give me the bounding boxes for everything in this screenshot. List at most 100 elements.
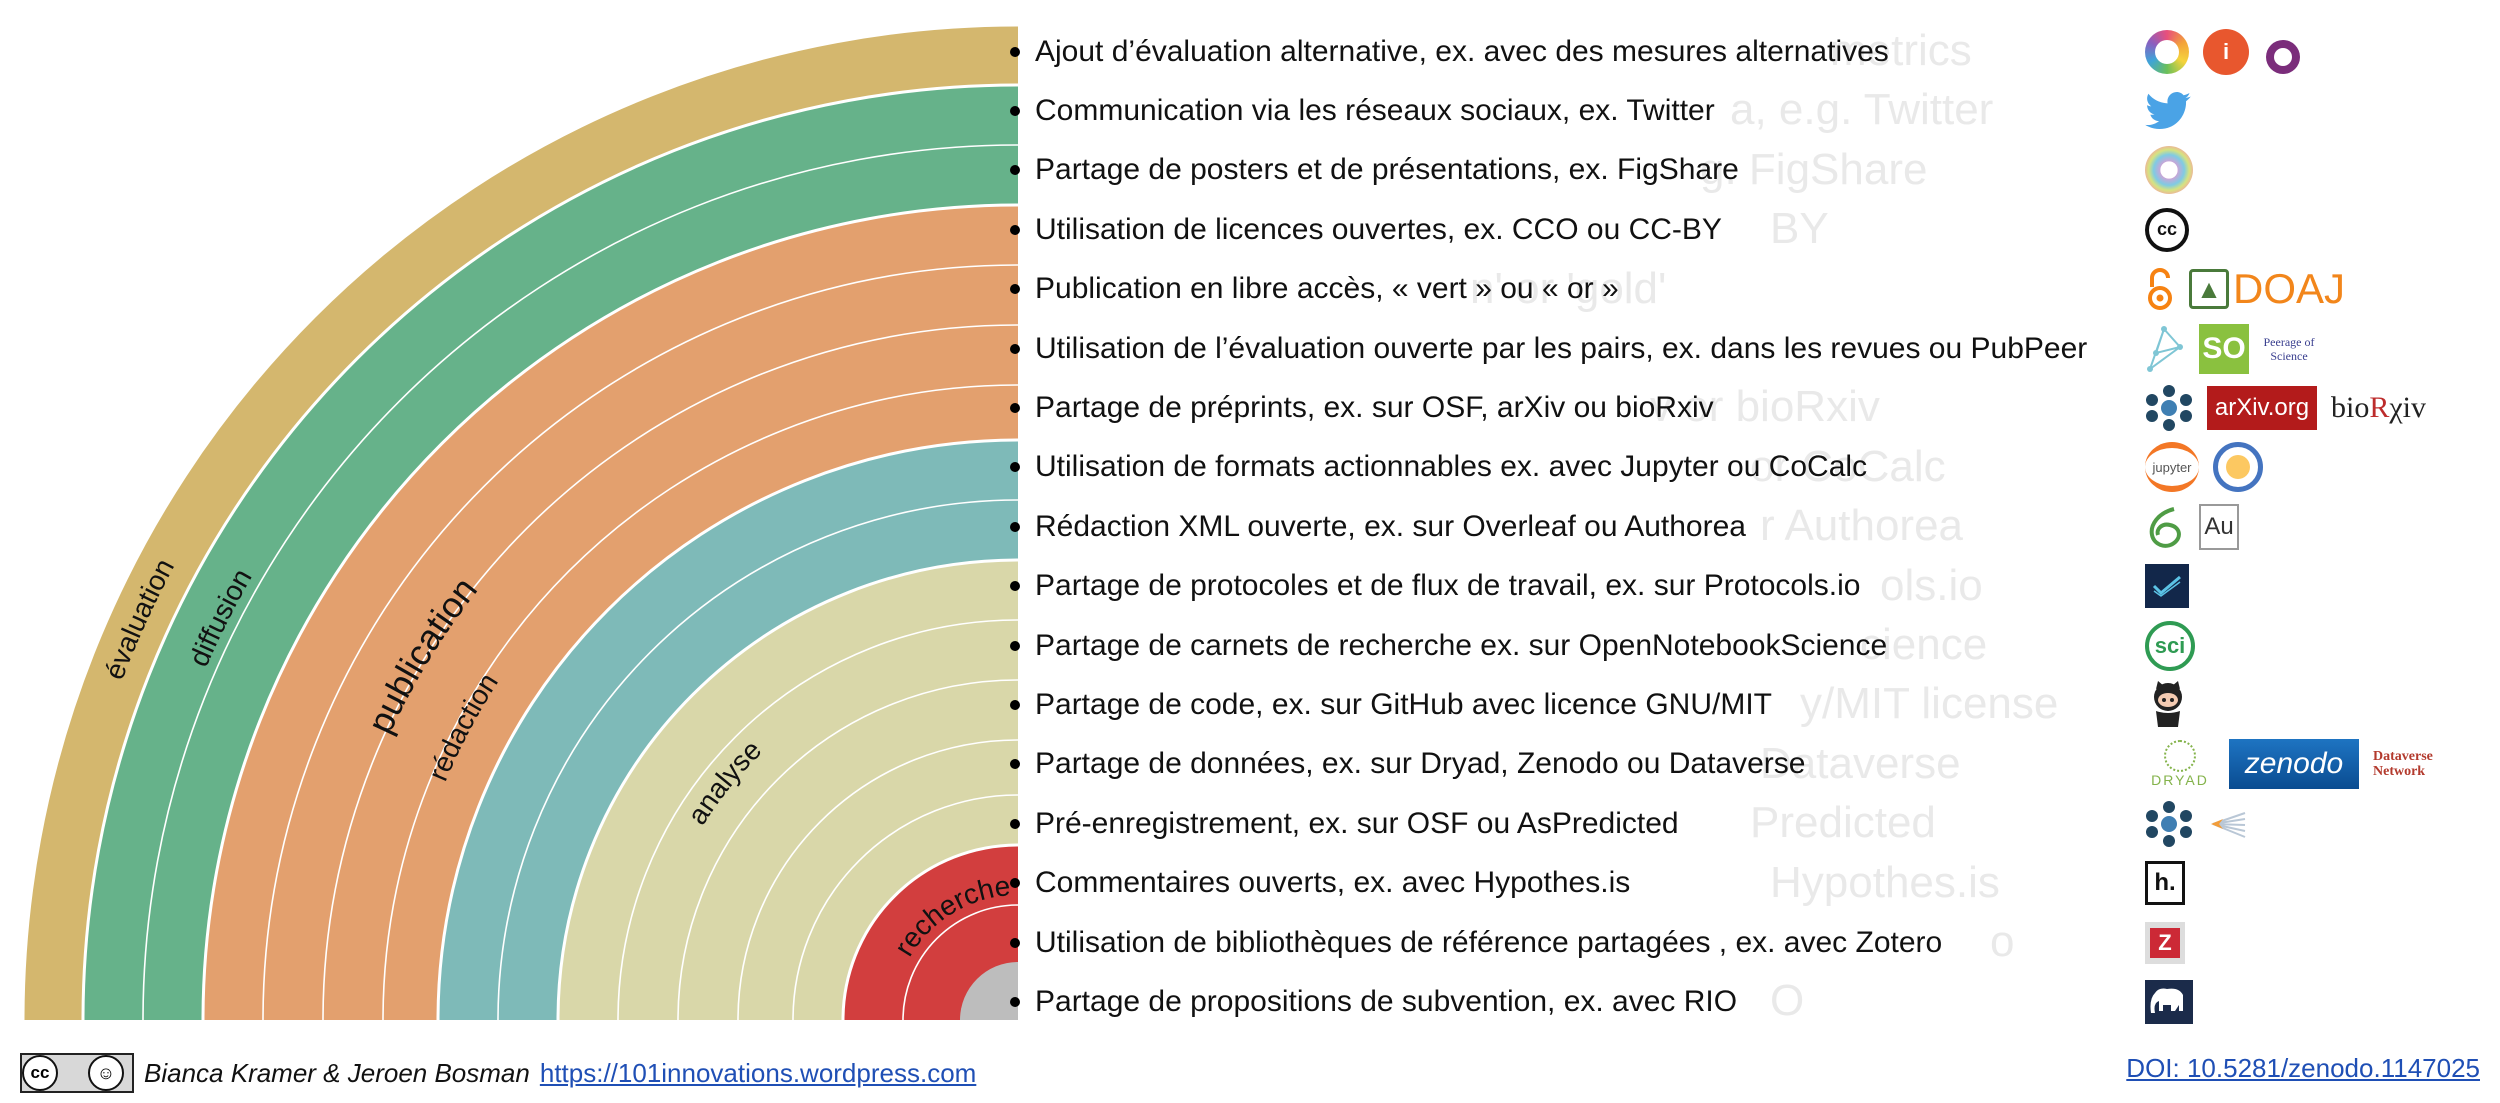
list-item-text: Partage de propositions de subvention, e… bbox=[1035, 984, 1738, 1018]
bullet-dot bbox=[1010, 818, 1020, 829]
zotero-icon: Z bbox=[2145, 921, 2185, 964]
twitter-icon bbox=[2145, 91, 2191, 131]
plumx-icon bbox=[2263, 29, 2303, 75]
ghost-text: g. FigShare bbox=[1700, 144, 1928, 194]
list-item: Partage de carnets de recherche ex. sur … bbox=[1010, 616, 2265, 675]
bullet-dot bbox=[1010, 284, 1020, 295]
list-item-logos bbox=[2145, 794, 2485, 853]
ring-dividers bbox=[21, 23, 1019, 1021]
list-item: Utilisation de licences ouvertes, ex. CC… bbox=[1010, 200, 2265, 259]
list-item-logos bbox=[2145, 81, 2485, 140]
cc-by-license-badge: cc ☺ bbox=[20, 1053, 134, 1093]
divider-arc bbox=[142, 144, 1019, 1021]
hypothesis-icon: h. bbox=[2145, 861, 2185, 906]
arxiv-logo: arXiv.org bbox=[2207, 385, 2317, 430]
divider-arc bbox=[792, 794, 1019, 1021]
aspredicted-icon bbox=[2207, 802, 2251, 846]
list-item-text: Publication en libre accès, « vert » ou … bbox=[1035, 272, 1619, 306]
list-item: Publication en libre accès, « vert » ou … bbox=[1010, 260, 2265, 319]
list-item-text: Utilisation de bibliothèques de référenc… bbox=[1035, 925, 1943, 959]
divider-arc bbox=[81, 83, 1019, 1021]
ring-recherche bbox=[843, 845, 1018, 1020]
github-octocat-icon bbox=[2145, 680, 2191, 730]
bullet-dot bbox=[1010, 937, 1020, 948]
ghost-text: n' or 'gold' bbox=[1470, 263, 1667, 313]
jupyter-icon: jupyter bbox=[2145, 442, 2199, 493]
list-item-logos: ▲ DOAJ bbox=[2145, 260, 2485, 319]
cc-icon: cc bbox=[22, 1055, 58, 1091]
doi-link[interactable]: DOI: 10.5281/zenodo.1147025 bbox=[2126, 1053, 2480, 1083]
list-item-text: Utilisation de licences ouvertes, ex. CC… bbox=[1035, 212, 1722, 246]
ghost-text: a, e.g. Twitter bbox=[1730, 85, 1994, 135]
list-item-text: Ajout d’évaluation alternative, ex. avec… bbox=[1035, 34, 1889, 68]
list-item-logos bbox=[2145, 675, 2485, 734]
list-item: Commentaires ouverts, ex. avec Hypothes.… bbox=[1010, 854, 2265, 913]
list-item-text: Partage de préprints, ex. sur OSF, arXiv… bbox=[1035, 390, 1714, 424]
list-item-logos: Au bbox=[2145, 497, 2485, 556]
list-item-logos: cc bbox=[2145, 200, 2485, 259]
list-item-text: Partage de code, ex. sur GitHub avec lic… bbox=[1035, 687, 1772, 721]
list-item-logos: Z bbox=[2145, 913, 2485, 972]
figshare-icon bbox=[2145, 146, 2193, 195]
divider-arc bbox=[436, 438, 1019, 1021]
footer-authors: Bianca Kramer & Jeroen Bosman bbox=[144, 1057, 530, 1088]
impactstory-icon: i bbox=[2203, 28, 2249, 75]
altmetric-icon bbox=[2145, 29, 2189, 74]
divider-arc bbox=[322, 324, 1019, 1021]
ghost-text: o bbox=[1990, 917, 2015, 966]
bullet-dot bbox=[1010, 878, 1020, 889]
divider-arc bbox=[262, 264, 1019, 1021]
ghost-text: BY bbox=[1770, 204, 1829, 254]
ghost-text: y/MIT license bbox=[1800, 679, 2059, 729]
list-item-text: Communication via les réseaux sociaux, e… bbox=[1035, 93, 1715, 127]
divider-arc bbox=[382, 384, 1019, 1021]
list-item-logos bbox=[2145, 557, 2485, 616]
divider-arc bbox=[497, 499, 1019, 1021]
bullet-dot bbox=[1010, 521, 1020, 532]
by-person-icon: ☺ bbox=[88, 1055, 124, 1091]
ghost-text: or CoCalc bbox=[1750, 441, 1946, 491]
bullet-dot bbox=[1010, 224, 1020, 235]
list-item-text: Partage de protocoles et de flux de trav… bbox=[1035, 569, 1861, 603]
list-item: Ajout d’évaluation alternative, ex. avec… bbox=[1010, 22, 2265, 81]
footer-url-link[interactable]: https://101innovations.wordpress.com bbox=[539, 1057, 977, 1088]
list-item-logos bbox=[2145, 972, 2485, 1031]
list-item-logos: SO Peerage of Science bbox=[2145, 319, 2485, 378]
list-item-text: Partage de posters et de présentations, … bbox=[1035, 153, 1739, 187]
zenodo-logo: zenodo bbox=[2229, 739, 2359, 790]
list-item: Partage de données, ex. sur Dryad, Zenod… bbox=[1010, 735, 2265, 794]
creative-commons-icon: cc bbox=[2145, 207, 2189, 252]
ghost-text: r Authorea bbox=[1760, 501, 1964, 551]
divider-arc bbox=[841, 843, 1019, 1021]
divider-arc bbox=[556, 558, 1019, 1021]
rio-journal-icon bbox=[2145, 979, 2193, 1024]
list-item-logos: sci bbox=[2145, 616, 2485, 675]
ghost-text: cience bbox=[1860, 620, 1988, 669]
ghost-text: Predicted bbox=[1750, 798, 1936, 848]
list-item-text: Partage de carnets de recherche ex. sur … bbox=[1035, 628, 1888, 662]
footer-right: DOI: 10.5281/zenodo.1147025 bbox=[2126, 1053, 2480, 1084]
dryad-logo: DRYAD bbox=[2145, 736, 2215, 792]
doaj-logo: ▲ DOAJ bbox=[2189, 265, 2345, 312]
bullet-dot bbox=[1010, 343, 1020, 354]
divider-arc bbox=[737, 739, 1019, 1021]
list-item-text: Pré-enregistrement, ex. sur OSF ou AsPre… bbox=[1035, 806, 1679, 840]
list-item: Rédaction XML ouverte, ex. sur Overleaf … bbox=[1010, 497, 2265, 556]
ghost-text: v or bioRxiv bbox=[1650, 382, 1880, 432]
bullet-dot bbox=[1010, 699, 1020, 710]
list-item: Partage de préprints, ex. sur OSF, arXiv… bbox=[1010, 378, 2265, 437]
ghost-text: Hypothes.is bbox=[1770, 857, 2000, 907]
workflow-quarter-circle-diagram: évaluationdiffusionpublicationrédactiona… bbox=[21, 23, 1019, 1021]
list-item-text: Utilisation de l’évaluation ouverte par … bbox=[1035, 331, 2088, 365]
center-core bbox=[960, 962, 1018, 1020]
ghost-text: metrics bbox=[1830, 26, 1972, 75]
list-item-logos: DRYAD zenodo Dataverse Network bbox=[2145, 735, 2485, 794]
open-access-icon bbox=[2145, 266, 2175, 312]
divider-arc bbox=[21, 23, 1019, 1021]
osf-icon bbox=[2145, 384, 2193, 432]
list-item: Partage de posters et de présentations, … bbox=[1010, 141, 2265, 200]
pubpeer-icon bbox=[2145, 325, 2185, 373]
list-item: Partage de code, ex. sur GitHub avec lic… bbox=[1010, 675, 2265, 734]
bullet-dot bbox=[1010, 46, 1020, 57]
